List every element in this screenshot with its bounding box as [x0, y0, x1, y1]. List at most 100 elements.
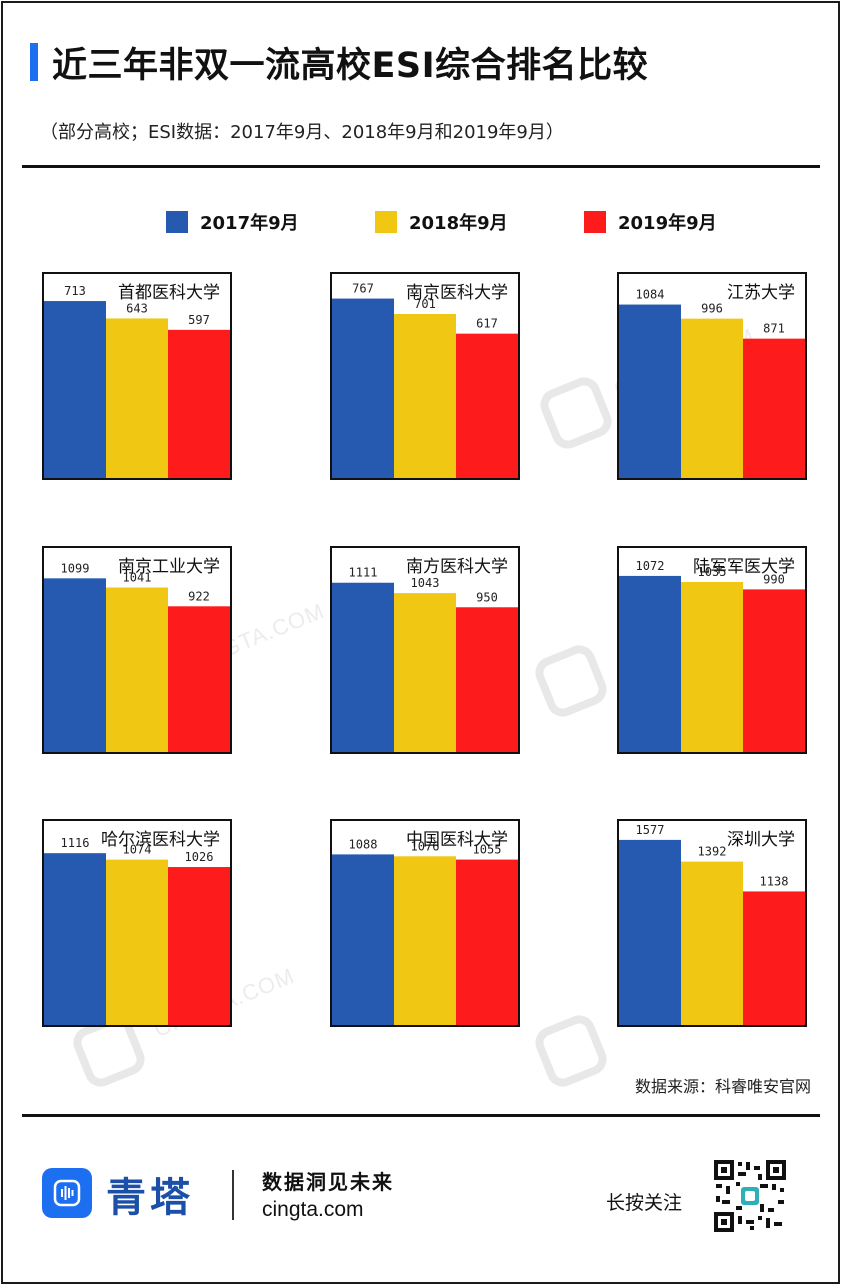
chart-title: 南京工业大学	[118, 557, 220, 577]
data-label-2018: 1074	[123, 843, 152, 857]
data-label-2019: 1138	[760, 874, 789, 888]
data-label-2017: 767	[352, 282, 374, 296]
footer-slogan: 数据洞见未来	[262, 1170, 394, 1194]
chart-title: 南京医科大学	[406, 283, 508, 303]
bar-2017	[619, 575, 681, 752]
legend-item-2017: 2017年9月	[166, 210, 299, 234]
chart-panel: 1088 1076 1055 中国医科大学	[330, 819, 520, 1027]
legend-label-2017: 2017年9月	[200, 213, 299, 234]
data-label-2018: 1035	[698, 565, 727, 579]
data-label-2018: 1043	[411, 576, 440, 590]
top-divider	[22, 165, 820, 168]
bar-2018	[394, 593, 456, 752]
data-label-2019: 1055	[473, 843, 502, 857]
bar-2017	[44, 578, 106, 752]
chart-title: 江苏大学	[727, 283, 795, 303]
chart-border	[617, 272, 807, 480]
legend-item-2019: 2019年9月	[584, 210, 717, 234]
chart-border	[42, 546, 232, 754]
data-label-2019: 871	[763, 322, 785, 336]
title-accent-bar	[30, 43, 38, 81]
title-block: 近三年非双一流高校ESI综合排名比较	[30, 42, 648, 86]
bar-2018	[106, 318, 168, 478]
data-label-2018: 996	[701, 302, 723, 316]
legend-swatch-2017	[166, 211, 188, 233]
chart-title: 中国医科大学	[406, 830, 508, 850]
chart-border	[42, 272, 232, 480]
bar-chart: 713 643 597 首都医科大学	[42, 272, 232, 480]
data-label-2019: 922	[188, 589, 210, 603]
bar-2019	[168, 867, 230, 1025]
footer-site-link[interactable]: cingta.com	[262, 1198, 364, 1221]
data-label-2017: 1072	[636, 559, 665, 573]
data-label-2017: 713	[64, 284, 86, 298]
data-label-2019: 990	[763, 572, 785, 586]
chart-panel: 767 701 617 南京医科大学	[330, 272, 520, 480]
bar-2019	[456, 333, 518, 478]
bar-2017	[619, 839, 681, 1025]
bar-2019	[456, 607, 518, 752]
bar-2018	[394, 314, 456, 478]
bar-chart: 1084 996 871 江苏大学	[617, 272, 807, 480]
data-label-2017: 1577	[636, 823, 665, 837]
chart-title: 深圳大学	[727, 830, 795, 850]
chart-panel: 1116 1074 1026 哈尔滨医科大学	[42, 819, 232, 1027]
chart-border	[330, 819, 520, 1027]
legend-swatch-2019	[584, 211, 606, 233]
chart-border	[330, 272, 520, 480]
bar-2017	[332, 298, 394, 478]
footer-brand: 青塔	[106, 1174, 194, 1221]
data-label-2017: 1088	[349, 837, 378, 851]
chart-panel: 713 643 597 首都医科大学	[42, 272, 232, 480]
chart-title: 首都医科大学	[118, 283, 220, 303]
data-source: 数据来源：科睿唯安官网	[634, 1077, 811, 1096]
data-label-2018: 701	[414, 297, 436, 311]
bar-chart: 1111 1043 950 南方医科大学	[330, 546, 520, 754]
bar-2018	[681, 582, 743, 752]
legend-label-2018: 2018年9月	[409, 213, 508, 234]
bar-2018	[106, 587, 168, 752]
bar-2019	[743, 589, 805, 752]
chart-panel: 1072 1035 990 陆军军医大学	[617, 546, 807, 754]
data-label-2017: 1084	[636, 288, 665, 302]
legend-label-2019: 2019年9月	[618, 213, 717, 234]
footer-divider	[232, 1170, 234, 1220]
chart-title: 南方医科大学	[406, 557, 508, 577]
bar-2017	[44, 853, 106, 1025]
data-label-2018: 1392	[698, 845, 727, 859]
page-subtitle: （部分高校；ESI数据：2017年9月、2018年9月和2019年9月）	[40, 122, 564, 143]
data-label-2019: 1026	[185, 850, 214, 864]
data-label-2017: 1116	[61, 836, 90, 850]
bar-2019	[168, 606, 230, 752]
bar-2017	[332, 582, 394, 752]
follow-prompt: 长按关注	[606, 1192, 683, 1214]
page-title: 近三年非双一流高校ESI综合排名比较	[52, 45, 649, 86]
data-label-2019: 950	[476, 590, 498, 604]
bar-2019	[743, 891, 805, 1025]
bar-2017	[332, 854, 394, 1025]
chart-title: 哈尔滨医科大学	[101, 830, 220, 850]
chart-border	[617, 546, 807, 754]
data-label-2018: 1041	[123, 571, 152, 585]
legend-item-2018: 2018年9月	[375, 210, 508, 234]
chart-panel: 1111 1043 950 南方医科大学	[330, 546, 520, 754]
bar-2018	[394, 856, 456, 1025]
qr-code-icon[interactable]	[714, 1160, 786, 1232]
bar-2018	[106, 859, 168, 1025]
chart-panel: 1577 1392 1138 深圳大学	[617, 819, 807, 1027]
bar-2017	[44, 301, 106, 478]
bar-chart: 1099 1041 922 南京工业大学	[42, 546, 232, 754]
bar-2019	[168, 329, 230, 478]
cingta-logo-icon	[42, 1168, 92, 1218]
data-label-2019: 617	[476, 317, 498, 331]
chart-title: 陆军军医大学	[693, 557, 795, 577]
bar-chart: 767 701 617 南京医科大学	[330, 272, 520, 480]
bar-2018	[681, 861, 743, 1025]
chart-border	[617, 819, 807, 1027]
data-label-2019: 597	[188, 313, 210, 327]
chart-border	[42, 819, 232, 1027]
